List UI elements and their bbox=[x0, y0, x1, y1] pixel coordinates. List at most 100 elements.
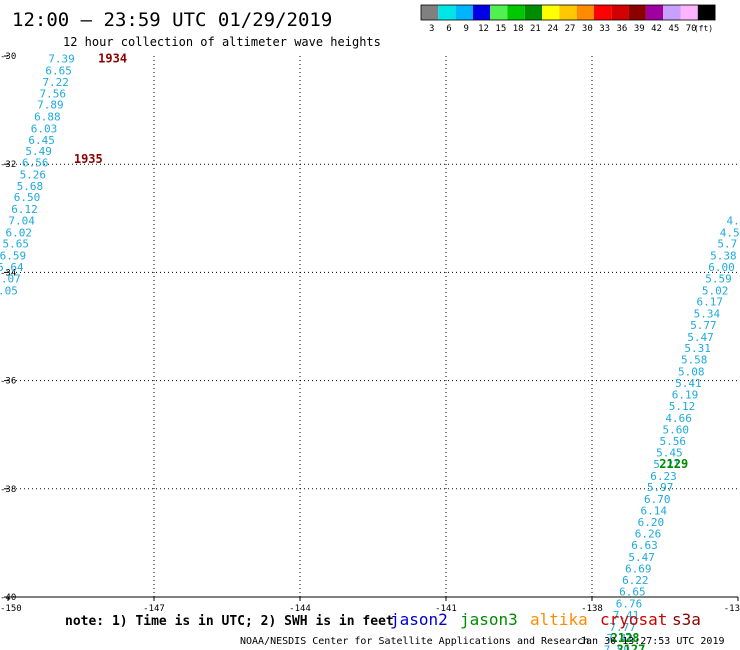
legend-label: 30 bbox=[582, 24, 593, 34]
wave-height-point: 6.20 bbox=[638, 516, 665, 529]
legend-swatch bbox=[576, 5, 594, 20]
y-tick-label: -40 bbox=[0, 593, 16, 603]
x-tick-label: -147 bbox=[143, 604, 165, 614]
wave-height-point: 5.21 bbox=[653, 458, 680, 471]
legend-label: 18 bbox=[513, 24, 524, 34]
legend-unit: (ft) bbox=[694, 24, 713, 33]
satellite-jason2: jason2 bbox=[390, 610, 448, 629]
legend-swatch bbox=[611, 5, 629, 20]
wave-height-point: 5.77 bbox=[690, 319, 717, 332]
wave-height-point: 7.56 bbox=[40, 87, 67, 100]
legend-label: 39 bbox=[634, 24, 645, 34]
wave-height-point: 6.45 bbox=[28, 134, 55, 147]
wave-height-point: 5.68 bbox=[17, 180, 44, 193]
wave-height-point: 7.42 bbox=[606, 632, 633, 645]
wave-height-point: 5.60 bbox=[662, 423, 689, 436]
wave-height-point: 6.17 bbox=[697, 296, 724, 309]
legend-label: 36 bbox=[617, 24, 628, 34]
satellite-cryosat: cryosat bbox=[600, 610, 667, 629]
legend-label: 33 bbox=[599, 24, 610, 34]
wave-height-point: 5.64 bbox=[0, 261, 24, 274]
wave-height-point: 6.02 bbox=[5, 226, 32, 239]
legend-swatch bbox=[438, 5, 456, 20]
wave-height-point: 5.26 bbox=[20, 168, 47, 181]
legend-label: 27 bbox=[565, 24, 576, 34]
wave-height-point: 5.34 bbox=[694, 308, 721, 321]
wave-height-point: 6.70 bbox=[644, 493, 671, 506]
legend-border bbox=[420, 4, 716, 21]
wave-height-point: 5.12 bbox=[669, 400, 696, 413]
footer-note: note: 1) Time is in UTC; 2) SWH is in fe… bbox=[65, 614, 394, 629]
wave-height-point: 5.08 bbox=[678, 365, 705, 378]
legend-swatch bbox=[645, 5, 664, 20]
legend-swatch bbox=[421, 5, 439, 20]
grid-lines bbox=[8, 56, 738, 597]
chart-subtitle: 12 hour collection of altimeter wave hei… bbox=[63, 35, 381, 49]
wave-height-point: 5.7 bbox=[717, 238, 737, 251]
legend-swatch bbox=[472, 5, 491, 20]
wave-height-point: 6.59 bbox=[0, 250, 26, 263]
wave-height-point: 5.47 bbox=[687, 331, 714, 344]
wave-height-point: 6.12 bbox=[11, 203, 38, 216]
pass-time-label: 1935 bbox=[74, 152, 103, 166]
legend-label: 9 bbox=[464, 24, 469, 34]
wave-height-point: 5.65 bbox=[3, 238, 30, 251]
x-tick-label: -141 bbox=[435, 604, 457, 614]
wave-height-point: 6.50 bbox=[14, 191, 41, 204]
satellite-s3a: s3a bbox=[672, 610, 701, 629]
legend-swatch bbox=[455, 5, 473, 20]
pass-time-label: 2127 bbox=[616, 642, 645, 650]
wave-height-point: 4.5 bbox=[720, 226, 740, 239]
pass-time-label: 1934 bbox=[98, 52, 127, 66]
y-tick-label: -32 bbox=[0, 160, 16, 170]
satellite-jason3: jason3 bbox=[460, 610, 518, 629]
legend-label: 42 bbox=[651, 24, 662, 34]
wave-height-point: 6.22 bbox=[622, 574, 649, 587]
wave-height-point: 7.41 bbox=[613, 609, 640, 622]
wave-height-point: 6.88 bbox=[34, 111, 61, 124]
wave-height-point: 5.07 bbox=[0, 272, 21, 285]
wave-height-point: 5.56 bbox=[660, 435, 687, 448]
legend-label: 45 bbox=[668, 24, 679, 34]
wave-height-point: 5.47 bbox=[628, 551, 655, 564]
wave-height-point: 4.66 bbox=[665, 412, 692, 425]
wave-height-point: 7.77 bbox=[609, 621, 636, 634]
pass-time-label: 2128 bbox=[611, 631, 640, 645]
wave-height-point: 6.00 bbox=[708, 261, 735, 274]
wave-height-point: 5.45 bbox=[656, 447, 683, 460]
legend-swatch bbox=[542, 5, 560, 20]
legend-swatch bbox=[697, 5, 716, 20]
legend-swatch bbox=[594, 5, 612, 20]
wave-height-point: 6.69 bbox=[625, 562, 652, 575]
wave-height-point: 6.14 bbox=[641, 504, 668, 517]
wave-height-point: 7.59 bbox=[604, 643, 631, 650]
wave-height-point: 6.65 bbox=[45, 65, 72, 78]
legend-label: 70 bbox=[686, 24, 697, 34]
legend-swatch bbox=[680, 5, 698, 20]
y-tick-label: -30 bbox=[0, 52, 16, 62]
legend-label: 12 bbox=[478, 24, 489, 34]
wave-height-point: 6.23 bbox=[650, 470, 677, 483]
wave-height-point: 6.65 bbox=[619, 586, 646, 599]
wave-height-point: 7.22 bbox=[42, 76, 69, 89]
wave-height-point: 6.03 bbox=[31, 122, 58, 135]
wave-height-point: 6.56 bbox=[22, 157, 49, 170]
legend-label: 15 bbox=[495, 24, 506, 34]
y-tick-label: -34 bbox=[0, 268, 16, 278]
wave-height-point: 7.05 bbox=[0, 284, 18, 297]
wave-height-point: 5.58 bbox=[681, 354, 708, 367]
legend-label: 3 bbox=[429, 24, 434, 34]
chart-title: 12:00 – 23:59 UTC 01/29/2019 bbox=[12, 9, 332, 31]
axis-tick-labels: -150 -147 -144 -141 -138 -13 -30 -32 -34 -36 -38 -4… bbox=[0, 52, 740, 614]
y-tick-label: -36 bbox=[0, 377, 16, 387]
wave-height-point: 6.26 bbox=[635, 528, 662, 541]
legend-label: 21 bbox=[530, 24, 541, 34]
legend-swatch bbox=[663, 5, 681, 20]
x-tick-label: -150 bbox=[0, 604, 22, 614]
wave-height-point: 7.39 bbox=[48, 53, 75, 66]
legend-label: 6 bbox=[446, 24, 451, 34]
footer-credit: NOAA/NESDIS Center for Satellite Applica… bbox=[240, 636, 589, 647]
legend-label: 24 bbox=[547, 24, 558, 34]
